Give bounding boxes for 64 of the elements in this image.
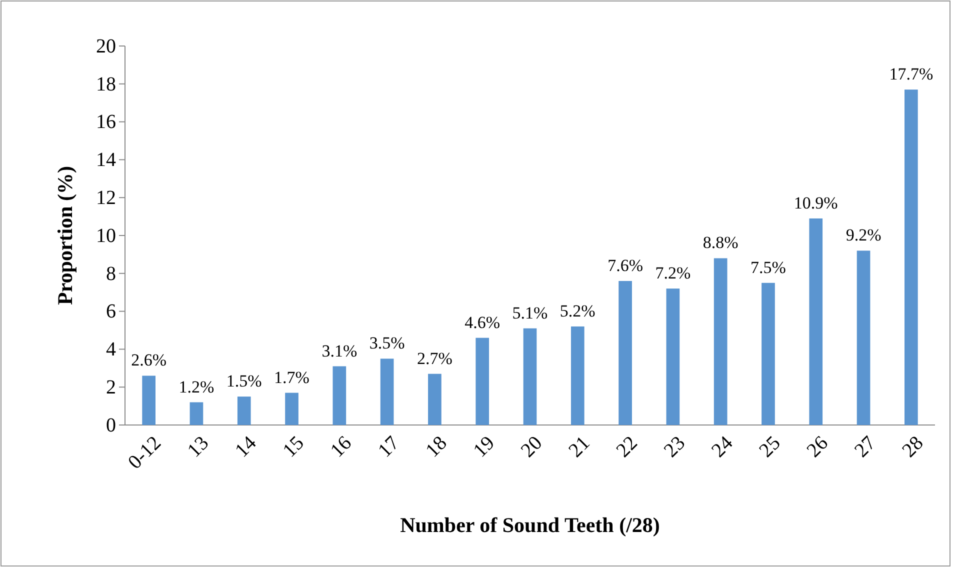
y-tick-label: 0 [106, 414, 116, 436]
bar [428, 374, 442, 425]
bar [190, 402, 204, 425]
data-label: 3.1% [322, 341, 358, 360]
bar [523, 328, 537, 425]
data-label: 17.7% [889, 64, 934, 84]
x-tick-label: 16 [326, 432, 356, 462]
x-tick-label: 20 [516, 432, 547, 462]
x-tick-label: 17 [374, 432, 404, 462]
x-tick-label: 25 [755, 432, 785, 462]
data-label: 5.1% [512, 303, 548, 322]
y-tick-label: 18 [96, 73, 116, 96]
y-tick-label: 16 [96, 111, 116, 134]
y-tick-label: 2 [106, 376, 116, 398]
data-label: 1.2% [178, 377, 214, 396]
x-tick-label: 27 [850, 432, 880, 462]
data-label: 7.6% [608, 256, 644, 275]
x-tick-label: 18 [422, 432, 452, 462]
data-label: 3.5% [369, 334, 405, 353]
data-label: 1.7% [274, 368, 310, 387]
data-label: 4.6% [464, 312, 500, 332]
y-tick-label: 6 [106, 300, 116, 323]
bar [142, 376, 156, 425]
x-tick-label: 23 [660, 432, 690, 462]
bar [476, 338, 490, 425]
x-tick-label: 21 [564, 432, 594, 462]
y-tick-label: 10 [96, 224, 116, 247]
x-tick-label: 19 [469, 432, 499, 462]
y-tick-label: 4 [106, 338, 116, 361]
data-label: 10.9% [794, 193, 838, 212]
bar [332, 366, 346, 425]
bar [285, 392, 298, 425]
bar [618, 280, 632, 425]
bar [570, 326, 584, 425]
data-label: 7.2% [655, 264, 691, 283]
bar [666, 288, 680, 425]
x-tick-label: 13 [183, 432, 214, 462]
y-tick-label: 14 [96, 149, 116, 172]
x-tick-label: 26 [802, 432, 832, 462]
data-label: 2.6% [131, 350, 167, 370]
bar [762, 282, 775, 425]
x-tick-label: 14 [231, 432, 261, 462]
x-tick-label: 22 [612, 432, 642, 462]
bar [904, 90, 918, 425]
data-label: 7.5% [750, 258, 786, 277]
x-axis-title: Number of Sound Teeth (/28) [400, 513, 660, 537]
bar [809, 218, 823, 425]
bar [380, 358, 394, 425]
data-label: 1.5% [226, 372, 262, 391]
bar [237, 396, 251, 425]
data-label: 2.7% [416, 348, 452, 368]
x-tick-label: 28 [898, 432, 928, 462]
y-tick-label: 12 [96, 187, 116, 209]
data-label: 8.8% [702, 233, 738, 252]
x-tick-label: 24 [707, 432, 738, 462]
y-tick-label: 20 [96, 35, 116, 58]
bar [714, 258, 728, 425]
data-label: 5.2% [560, 301, 596, 320]
y-tick-label: 8 [106, 262, 116, 285]
x-tick-label: 0-12 [124, 432, 166, 474]
data-label: 9.2% [846, 226, 882, 245]
bar [856, 250, 870, 425]
x-tick-label: 15 [278, 432, 308, 462]
y-axis-title: Proportion (%) [53, 166, 77, 306]
